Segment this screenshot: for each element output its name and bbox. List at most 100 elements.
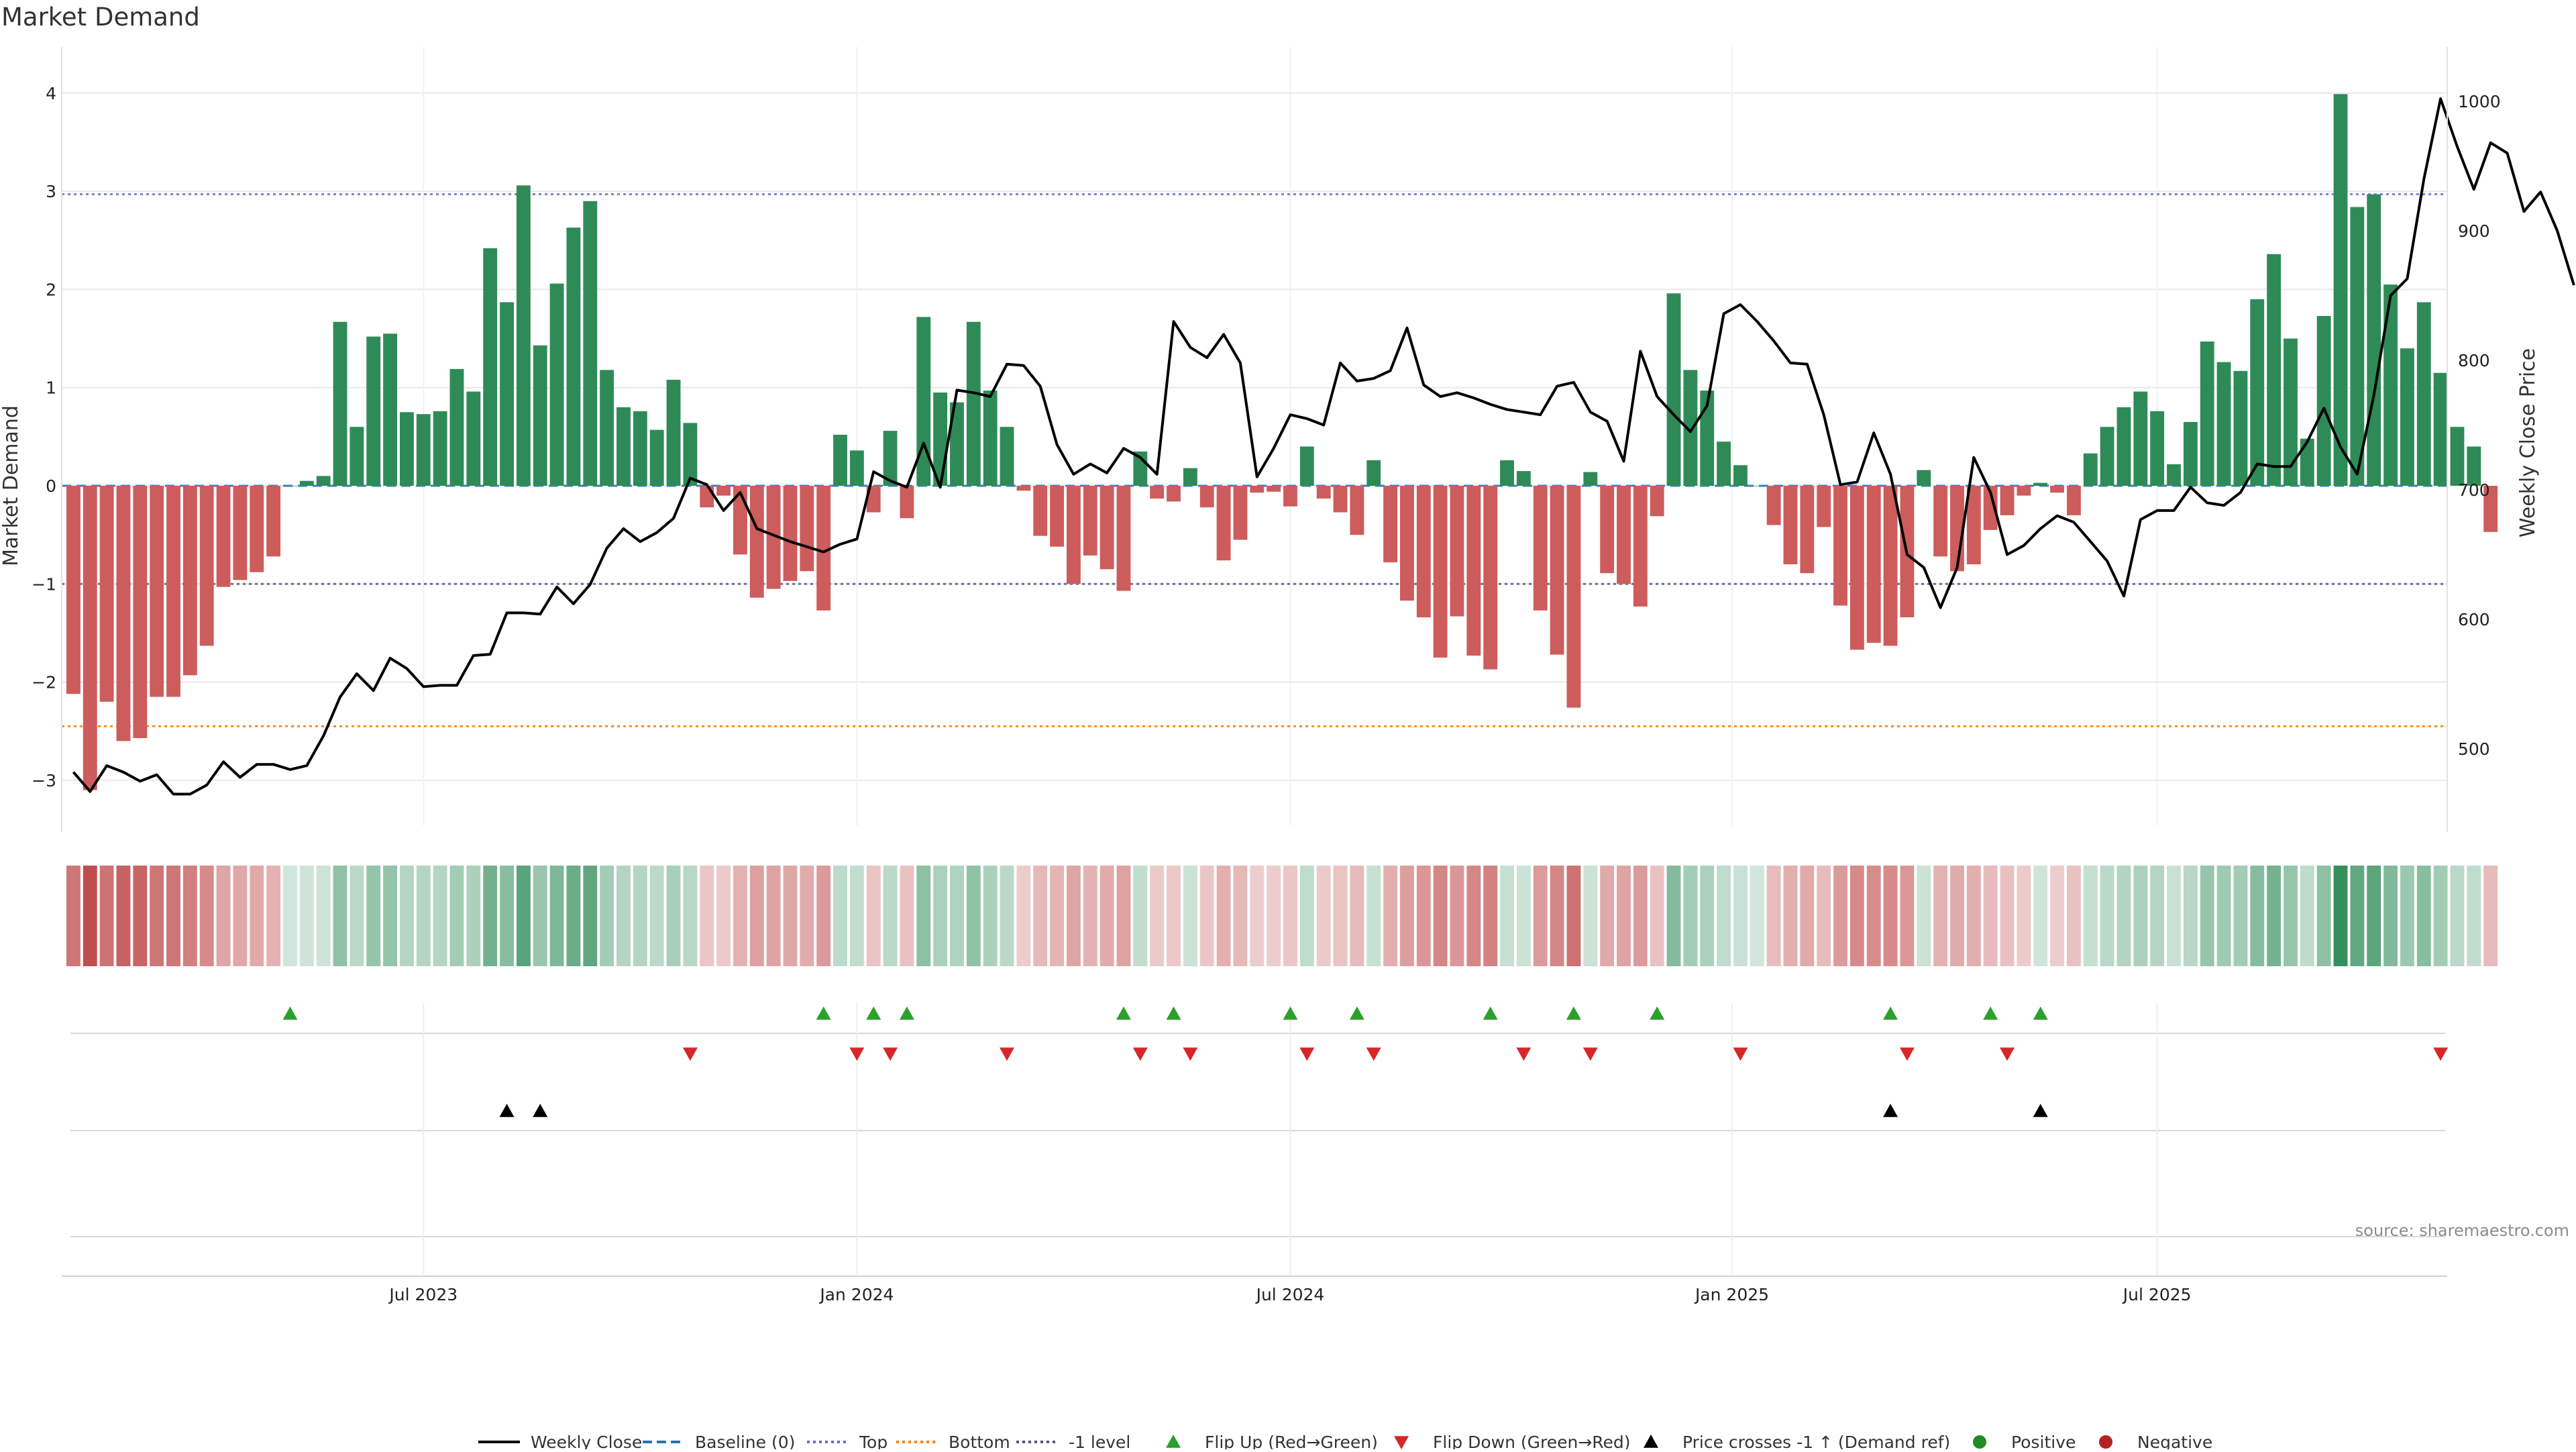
- flip-up-marker: [282, 1006, 298, 1020]
- demand-bar: [299, 480, 314, 486]
- demand-bar: [2033, 482, 2048, 486]
- heat-cell: [266, 866, 281, 966]
- price-cross-marker: [2033, 1104, 2048, 1117]
- demand-bar: [2067, 486, 2081, 515]
- demand-bar: [1416, 486, 1431, 618]
- demand-bar: [400, 412, 414, 486]
- demand-bar: [2433, 372, 2448, 486]
- heat-cell: [733, 866, 747, 966]
- demand-bar: [182, 486, 197, 676]
- heat-cell: [783, 866, 798, 966]
- demand-bar: [216, 486, 231, 587]
- demand-bar: [416, 414, 431, 486]
- demand-bar: [1350, 486, 1364, 535]
- demand-bar: [1116, 486, 1131, 591]
- demand-bar: [833, 434, 847, 486]
- heat-cell: [1650, 866, 1664, 966]
- demand-bar: [2450, 427, 2465, 486]
- reference-lines: [62, 193, 2447, 727]
- demand-bar: [1167, 486, 1181, 502]
- heat-cell: [833, 866, 847, 966]
- heat-cell: [716, 866, 731, 966]
- demand-bar: [1483, 486, 1498, 670]
- demand-bar: [1633, 486, 1648, 607]
- demand-bar: [1183, 468, 1197, 486]
- heat-cell: [966, 866, 981, 966]
- flip-down-marker: [1899, 1047, 1915, 1061]
- demand-bar: [1099, 486, 1114, 570]
- demand-bar: [549, 283, 564, 486]
- heat-cell: [666, 866, 681, 966]
- demand-bar: [2083, 453, 2098, 486]
- heat-cell: [2150, 866, 2165, 966]
- heat-cell: [1800, 866, 1815, 966]
- demand-bar: [2000, 486, 2015, 515]
- y-left-tick-label: 3: [46, 182, 56, 201]
- demand-bar: [516, 185, 531, 486]
- demand-bar: [2367, 194, 2381, 486]
- heat-cell: [433, 866, 447, 966]
- heat-cell: [1167, 866, 1181, 966]
- demand-bar: [1800, 486, 1815, 574]
- demand-bar: [749, 486, 764, 598]
- heat-cell: [683, 866, 698, 966]
- heat-cell: [316, 866, 331, 966]
- heat-cell: [1316, 866, 1331, 966]
- x-axis: Jul 2023 Jan 2024 Jul 2024 Jan 2025 Jul 2025: [62, 1276, 2447, 1304]
- heat-cell: [2133, 866, 2148, 966]
- heat-cell: [1883, 866, 1898, 966]
- flip-down-marker: [849, 1047, 865, 1061]
- demand-bar: [1299, 446, 1314, 486]
- price-cross-marker: [533, 1104, 548, 1117]
- heat-cell: [2416, 866, 2431, 966]
- heat-cell: [549, 866, 564, 966]
- chart-title: Market Demand: [1, 3, 200, 32]
- heat-cell: [133, 866, 148, 966]
- heat-cell: [199, 866, 214, 966]
- heat-cell: [2167, 866, 2181, 966]
- heat-cell: [333, 866, 347, 966]
- legend-label: Flip Up (Red→Green): [1205, 1433, 1378, 1449]
- heat-cell: [1733, 866, 1748, 966]
- demand-bar: [2300, 438, 2314, 486]
- demand-bar: [1083, 486, 1097, 556]
- legend-label: Price crosses -1 ↑ (Demand ref): [1682, 1433, 1950, 1449]
- y-left-tick-label: 0: [46, 476, 56, 496]
- price-cross-marker: [1883, 1104, 1898, 1117]
- flip-down-marker: [682, 1047, 698, 1061]
- demand-bar: [1717, 442, 1731, 486]
- y-right-tick-label: 1000: [2458, 92, 2501, 111]
- demand-bar: [1600, 486, 1615, 574]
- heat-cell: [2017, 866, 2031, 966]
- heat-cell: [749, 866, 764, 966]
- demand-bar: [1650, 486, 1664, 517]
- heat-cell: [166, 866, 180, 966]
- demand-bar: [116, 486, 131, 741]
- demand-bar: [1267, 486, 1281, 492]
- legend-label: Weekly Close: [531, 1433, 642, 1449]
- legend-label: Negative: [2137, 1433, 2212, 1449]
- heat-cell: [983, 866, 998, 966]
- demand-bar: [2200, 341, 2214, 486]
- heat-cell: [616, 866, 631, 966]
- heat-cell: [2083, 866, 2098, 966]
- demand-bar: [1733, 465, 1748, 486]
- heat-cell: [1766, 866, 1781, 966]
- flip-down-marker: [1733, 1047, 1748, 1061]
- demand-bar: [1250, 486, 1265, 493]
- demand-bar: [533, 345, 547, 486]
- heat-cell: [933, 866, 948, 966]
- demand-bar: [900, 486, 914, 519]
- demand-bar: [800, 486, 814, 572]
- heat-cell: [1233, 866, 1248, 966]
- demand-bar: [766, 486, 781, 589]
- demand-bar: [1450, 486, 1464, 617]
- heat-cell: [1750, 866, 1764, 966]
- demand-bar: [2216, 362, 2231, 486]
- demand-bar: [1199, 486, 1214, 508]
- heat-cell: [1600, 866, 1615, 966]
- heat-cell: [500, 866, 514, 966]
- heat-cell: [116, 866, 131, 966]
- heat-cell: [1099, 866, 1114, 966]
- legend-label: Bottom: [949, 1433, 1010, 1449]
